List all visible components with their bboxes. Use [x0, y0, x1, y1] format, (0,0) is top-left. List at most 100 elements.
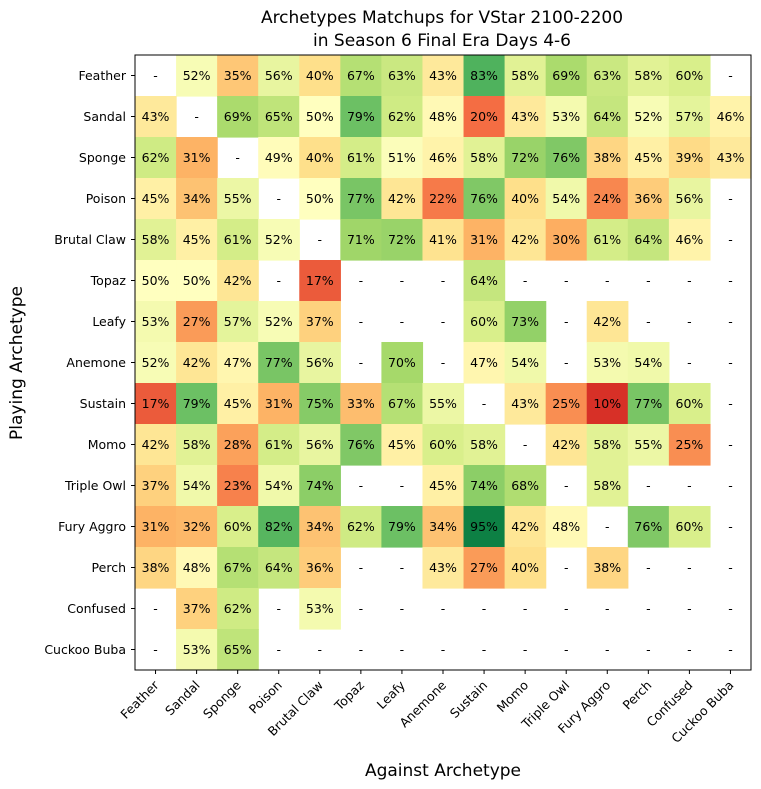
heatmap-cell — [217, 547, 259, 589]
heatmap-cell — [258, 465, 300, 507]
y-tick-label: Topaz — [90, 273, 127, 288]
heatmap-cell — [668, 178, 711, 220]
cell-value-label: 43% — [429, 68, 457, 83]
cell-value-label: 77% — [265, 355, 293, 370]
cell-value-label: 43% — [429, 560, 457, 575]
cell-value-label: 42% — [388, 191, 416, 206]
cell-value-label: - — [605, 519, 610, 534]
cell-value-label: 37% — [183, 601, 211, 616]
y-tick-label: Sponge — [79, 150, 126, 165]
cell-value-label: 34% — [183, 191, 211, 206]
cell-value-label: 58% — [511, 68, 539, 83]
heatmap-cell — [422, 178, 465, 220]
y-tick-label: Brutal Claw — [54, 232, 126, 247]
heatmap-cell — [135, 424, 177, 466]
cell-value-label: - — [318, 232, 323, 247]
cell-value-label: 56% — [306, 355, 334, 370]
cell-value-label: - — [728, 601, 733, 616]
cell-value-label: 45% — [224, 396, 252, 411]
heatmap-cell — [217, 178, 259, 220]
cell-value-label: 24% — [593, 191, 621, 206]
heatmap-cell — [668, 424, 711, 466]
heatmap-cell — [299, 465, 341, 507]
cell-value-label: 46% — [676, 232, 704, 247]
cell-value-label: 36% — [306, 560, 334, 575]
heatmap-cell — [504, 55, 547, 97]
cell-value-label: - — [523, 642, 528, 657]
cell-value-label: 52% — [183, 68, 211, 83]
heatmap-cell — [463, 137, 506, 179]
heatmap-cell — [176, 506, 218, 548]
cell-value-label: - — [728, 437, 733, 452]
heatmap-cell — [217, 260, 259, 302]
heatmap-cell — [340, 383, 382, 425]
heatmap-cell — [299, 547, 341, 589]
y-axis-label: Playing Archetype — [7, 286, 27, 440]
cell-value-label: 45% — [429, 478, 457, 493]
heatmap-cell — [135, 260, 177, 302]
cell-value-label: - — [728, 191, 733, 206]
heatmap-cell — [463, 301, 506, 343]
cell-value-label: - — [728, 519, 733, 534]
cell-value-label: 52% — [265, 232, 293, 247]
cell-value-label: 52% — [265, 314, 293, 329]
cell-value-label: - — [646, 314, 651, 329]
cell-value-label: 49% — [265, 150, 293, 165]
heatmap-cell — [463, 219, 506, 261]
cell-value-label: - — [687, 560, 692, 575]
heatmap-cell — [463, 260, 506, 302]
cell-value-label: - — [564, 355, 569, 370]
heatmap-cell — [668, 219, 711, 261]
heatmap-cell — [217, 301, 259, 343]
cell-value-label: 38% — [142, 560, 170, 575]
heatmap-cell — [381, 424, 424, 466]
heatmap-cell — [299, 383, 341, 425]
cell-value-label: 25% — [552, 396, 580, 411]
cell-value-label: 54% — [552, 191, 580, 206]
heatmap-cell — [463, 96, 506, 138]
cell-value-label: 56% — [265, 68, 293, 83]
cell-value-label: 75% — [306, 396, 334, 411]
cell-value-label: 58% — [634, 68, 662, 83]
heatmap-cell — [545, 219, 588, 261]
cell-value-label: - — [318, 642, 323, 657]
heatmap-cell — [299, 260, 341, 302]
cell-value-label: 27% — [470, 560, 498, 575]
cell-value-label: 56% — [676, 191, 704, 206]
cell-value-label: 25% — [676, 437, 704, 452]
heatmap-cell — [176, 547, 218, 589]
cell-value-label: - — [646, 273, 651, 288]
cell-value-label: 76% — [634, 519, 662, 534]
cell-value-label: 42% — [593, 314, 621, 329]
heatmap-cell — [176, 301, 218, 343]
heatmap-cell — [299, 342, 341, 384]
heatmap-cell — [299, 588, 341, 630]
cell-value-label: 61% — [593, 232, 621, 247]
heatmap-cell — [258, 55, 300, 97]
cell-value-label: - — [728, 355, 733, 370]
cell-value-label: 38% — [593, 560, 621, 575]
cell-value-label: 37% — [306, 314, 334, 329]
cell-value-label: 41% — [429, 232, 457, 247]
cell-value-label: 54% — [634, 355, 662, 370]
heatmap-cell — [627, 219, 670, 261]
cell-value-label: - — [728, 560, 733, 575]
x-tick-label: Leafy — [374, 677, 409, 712]
heatmap-cell — [586, 219, 629, 261]
cell-value-label: - — [359, 478, 364, 493]
heatmap-cell — [135, 137, 177, 179]
cell-value-label: 54% — [265, 478, 293, 493]
cell-value-label: 52% — [634, 109, 662, 124]
heatmap-cell — [422, 96, 465, 138]
cell-value-label: 77% — [634, 396, 662, 411]
heatmap-cell — [135, 219, 177, 261]
cell-value-label: - — [564, 478, 569, 493]
cell-value-label: 54% — [183, 478, 211, 493]
heatmap-cell — [381, 342, 424, 384]
cell-value-label: 50% — [306, 109, 334, 124]
cell-value-label: - — [728, 232, 733, 247]
heatmap-cell — [422, 219, 465, 261]
cell-value-label: 53% — [142, 314, 170, 329]
cell-value-label: 63% — [593, 68, 621, 83]
